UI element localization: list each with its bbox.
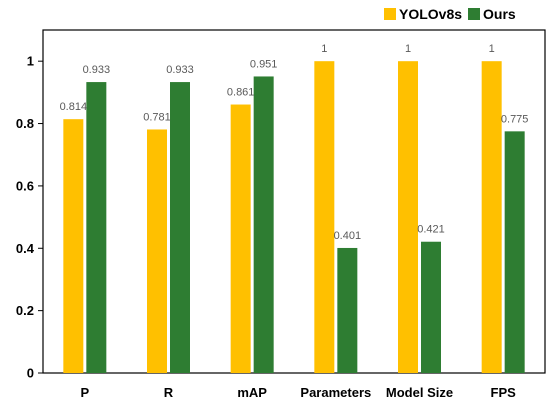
data-label: 0.861 (227, 87, 255, 99)
data-label: 0.401 (334, 230, 362, 242)
data-label: 0.951 (250, 58, 278, 70)
bar-ours-p (86, 82, 107, 373)
plot-border (42, 29, 546, 374)
y-tick-label: 0.8 (16, 116, 34, 131)
category-label: P (80, 385, 89, 400)
data-label: 0.421 (417, 224, 445, 236)
y-tick-label: 0.6 (16, 178, 34, 193)
bar-ours-fps (504, 131, 525, 373)
legend-swatch (384, 8, 396, 20)
legend-swatch (468, 8, 480, 20)
y-tick-label: 1 (27, 54, 34, 69)
y-tick-label: 0.2 (16, 303, 34, 318)
data-label: 0.781 (143, 111, 171, 123)
bars-group (63, 61, 525, 374)
bar-ours-parameters (337, 247, 358, 373)
data-label: 1 (489, 43, 495, 55)
category-label: Parameters (300, 385, 371, 400)
data-label: 1 (321, 43, 327, 55)
data-label: 0.775 (501, 113, 529, 125)
bar-ours-model-size (421, 241, 441, 373)
bar-ours-map (253, 76, 274, 373)
axes: 0 0.2 0.4 0.6 0.8 1 (16, 29, 546, 381)
bar-yolov8s-r (147, 129, 167, 373)
data-label: 1 (405, 43, 411, 55)
labels-group: 0.814 0.933 P 0.781 0.933 R 0.861 0.951 mAP 1 0.40… (60, 43, 529, 400)
legend-label: Ours (483, 6, 516, 22)
y-tick-label: 0.4 (16, 241, 35, 256)
legend: YOLOv8s Ours (384, 6, 516, 22)
data-label: 0.933 (166, 64, 194, 76)
bar-yolov8s-p (63, 119, 84, 374)
category-label: mAP (237, 385, 267, 400)
data-label: 0.933 (83, 64, 111, 76)
bar-yolov8s-fps (481, 61, 502, 373)
bar-yolov8s-model-size (398, 61, 418, 373)
bar-yolov8s-map (230, 104, 251, 374)
category-label: R (164, 385, 174, 400)
data-label: 0.814 (60, 101, 88, 113)
bar-ours-r (170, 82, 190, 373)
category-label: Model Size (386, 385, 453, 400)
bar-yolov8s-parameters (314, 61, 335, 373)
y-tick-label: 0 (27, 366, 34, 381)
legend-label: YOLOv8s (399, 6, 462, 22)
category-label: FPS (491, 385, 517, 400)
